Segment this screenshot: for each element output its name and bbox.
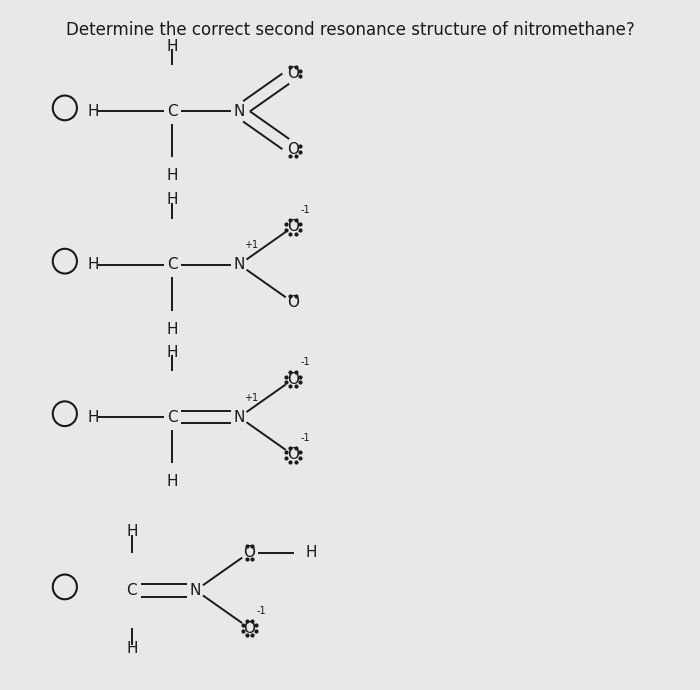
Text: N: N [234, 410, 245, 424]
Text: H: H [167, 474, 178, 489]
Text: O: O [287, 141, 299, 157]
Text: O: O [287, 295, 299, 310]
Text: H: H [88, 410, 99, 424]
Text: C: C [167, 257, 178, 272]
Text: H: H [88, 257, 99, 272]
Text: H: H [305, 545, 317, 560]
Text: +1: +1 [244, 240, 258, 250]
Text: -1: -1 [300, 357, 310, 367]
Text: -1: -1 [300, 205, 310, 215]
Text: H: H [167, 345, 178, 360]
Text: -1: -1 [300, 433, 310, 443]
Text: O: O [287, 66, 299, 81]
Text: C: C [127, 583, 137, 598]
Text: Determine the correct second resonance structure of nitromethane?: Determine the correct second resonance s… [66, 21, 634, 39]
Text: O: O [244, 545, 256, 560]
Text: H: H [167, 168, 178, 184]
Text: N: N [234, 257, 245, 272]
Text: H: H [167, 322, 178, 337]
Text: -1: -1 [257, 606, 266, 616]
Text: H: H [88, 104, 99, 119]
Text: H: H [167, 39, 178, 55]
Text: C: C [167, 410, 178, 424]
Text: H: H [167, 193, 178, 208]
Text: C: C [167, 104, 178, 119]
Text: N: N [190, 583, 202, 598]
Text: O: O [287, 447, 299, 462]
Text: O: O [287, 372, 299, 387]
Text: +1: +1 [244, 393, 258, 403]
Text: O: O [287, 219, 299, 235]
Text: H: H [126, 524, 138, 540]
Text: O: O [244, 620, 256, 635]
Text: N: N [234, 104, 245, 119]
Text: H: H [126, 641, 138, 656]
